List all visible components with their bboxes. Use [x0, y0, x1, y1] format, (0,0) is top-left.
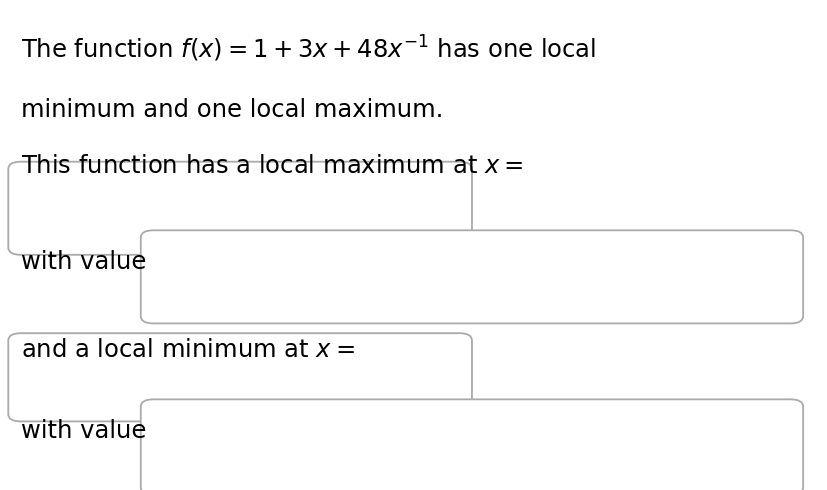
FancyBboxPatch shape	[141, 399, 802, 490]
Text: The function $f(x) = 1 + 3x + 48x^{-1}$ has one local: The function $f(x) = 1 + 3x + 48x^{-1}$ …	[21, 34, 595, 65]
FancyBboxPatch shape	[8, 333, 471, 421]
Text: minimum and one local maximum.: minimum and one local maximum.	[21, 98, 442, 122]
Text: and a local minimum at $x =$: and a local minimum at $x =$	[21, 338, 354, 362]
FancyBboxPatch shape	[141, 230, 802, 323]
Text: This function has a local maximum at $x =$: This function has a local maximum at $x …	[21, 154, 522, 178]
FancyBboxPatch shape	[8, 162, 471, 255]
Text: with value: with value	[21, 250, 146, 274]
Text: with value: with value	[21, 419, 146, 443]
